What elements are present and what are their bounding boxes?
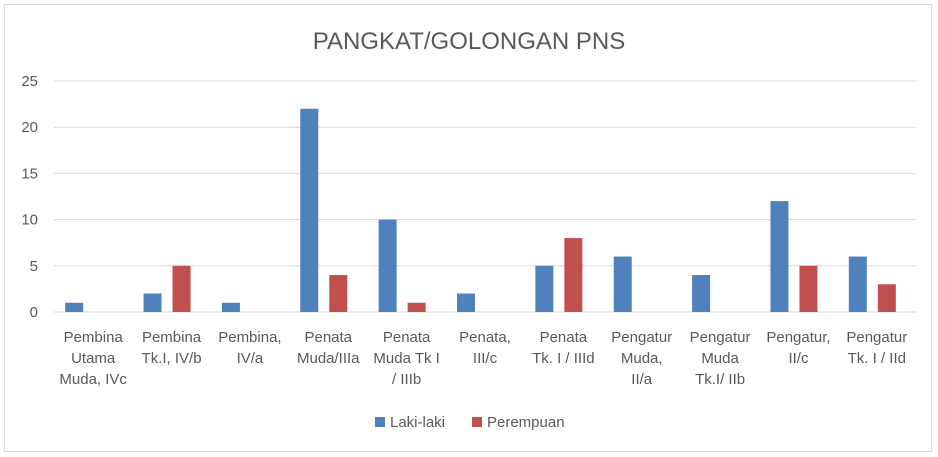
x-category-label: Pengatur Muda Tk.I/ IIb: [690, 329, 751, 388]
bar-laki-laki-3: [300, 108, 319, 312]
bar-laki-laki-9: [770, 201, 789, 312]
bar-perempuan-3: [329, 275, 348, 312]
y-axis-ticks: 0 5 10 15 20 25: [21, 73, 38, 321]
legend-swatch-perempuan: [472, 417, 482, 427]
bar-perempuan-4: [407, 302, 426, 312]
x-axis-categories: Pembina Utama Muda, IVc Pembina Tk.I, IV/b Pe…: [59, 329, 907, 388]
y-tick-label: 10: [21, 212, 38, 229]
chart-title: PANGKAT/GOLONGAN PNS: [313, 28, 626, 55]
bar-perempuan-10: [877, 284, 896, 312]
x-category-label: Pengatur Tk. I / IId: [846, 329, 907, 367]
bar-laki-laki-1: [143, 293, 162, 312]
bar-laki-laki-10: [848, 256, 867, 312]
x-category-label: Pembina, IV/a: [218, 329, 281, 367]
bar-laki-laki-5: [457, 293, 475, 312]
bar-perempuan-6: [564, 238, 583, 312]
y-tick-label: 25: [21, 73, 38, 90]
bar-laki-laki-4: [378, 219, 397, 312]
x-category-label: Penata Tk. I / IIId: [532, 329, 595, 367]
y-tick-label: 15: [21, 165, 38, 182]
x-category-label: Pengatur Muda, II/a: [611, 329, 672, 388]
legend-label-laki-laki: Laki-laki: [390, 414, 445, 431]
bar-laki-laki-0: [65, 302, 84, 312]
y-tick-label: 0: [30, 304, 38, 321]
legend: Laki-laki Perempuan: [375, 414, 565, 431]
x-category-label: Penata Muda/IIIa: [297, 329, 360, 367]
x-category-label: Pembina Tk.I, IV/b: [142, 329, 202, 367]
legend-label-perempuan: Perempuan: [487, 414, 565, 431]
y-tick-label: 5: [30, 258, 38, 275]
bar-laki-laki-6: [535, 265, 554, 312]
bar-laki-laki-8: [692, 275, 711, 312]
x-category-label: Penata, III/c: [459, 329, 511, 367]
bars: [65, 108, 896, 312]
bar-perempuan-9: [799, 265, 818, 312]
x-category-label: Pengatur, II/c: [766, 329, 830, 367]
x-category-label: Pembina Utama Muda, IVc: [59, 329, 127, 388]
y-tick-label: 20: [21, 119, 38, 136]
bar-perempuan-1: [172, 265, 191, 312]
bar-laki-laki-2: [221, 302, 240, 312]
legend-swatch-laki-laki: [375, 417, 385, 427]
x-category-label: Penata Muda Tk I / IIIb: [373, 329, 439, 388]
bar-laki-laki-7: [613, 256, 632, 312]
